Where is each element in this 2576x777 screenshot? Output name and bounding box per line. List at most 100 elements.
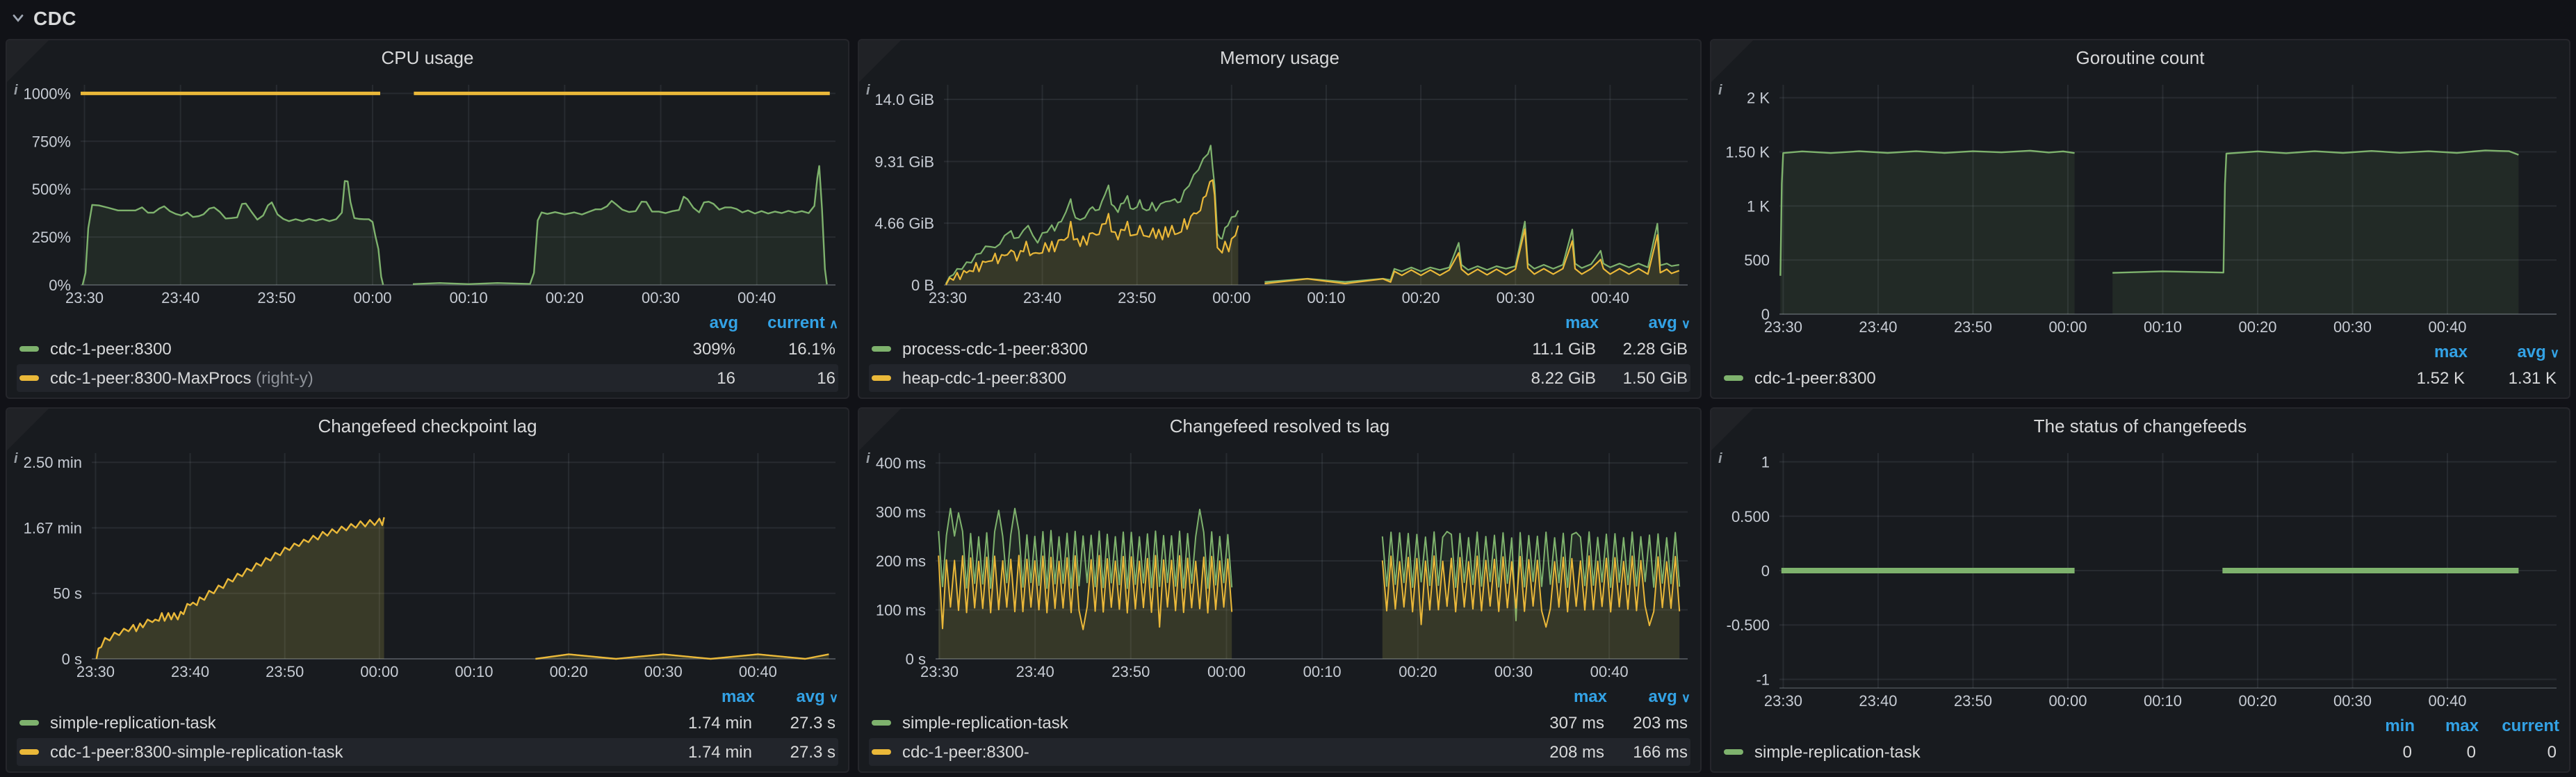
legend-sort-avg[interactable]: avg ∨ bbox=[796, 686, 838, 705]
legend-value: 11.1 GiB bbox=[1532, 339, 1596, 359]
y-axis-tick-label: 50 s bbox=[53, 585, 82, 603]
legend-series-label[interactable]: process-cdc-1-peer:8300 bbox=[902, 339, 1088, 359]
dashboard-row-cdc[interactable]: CDC bbox=[11, 0, 76, 36]
legend-sort-avg[interactable]: avg ∨ bbox=[1648, 312, 1690, 332]
legend-series-label[interactable]: cdc-1-peer:8300 bbox=[50, 339, 172, 359]
series-line-heap-cdc-1-peer:8300 bbox=[1264, 228, 1680, 285]
y-axis-tick-label: 200 ms bbox=[876, 553, 926, 570]
legend-series-label[interactable]: simple-replication-task bbox=[902, 713, 1068, 733]
changefeed-resolved-ts-lag-legend: max avg ∨ simple-replication-task 307 ms 203 … bbox=[866, 682, 1693, 766]
panel-info-icon[interactable]: i bbox=[859, 40, 901, 99]
panel-info-icon[interactable]: i bbox=[859, 409, 901, 467]
y-axis-tick-label: 750% bbox=[32, 133, 71, 150]
legend-sort-max[interactable]: max bbox=[1573, 686, 1607, 705]
legend-row: simple-replication-task 1.74 min 27.3 s bbox=[17, 709, 838, 737]
series-color-swatch-icon[interactable] bbox=[19, 749, 39, 755]
legend-series-label[interactable]: cdc-1-peer:8300 bbox=[1754, 368, 1876, 388]
legend-value: 16.1% bbox=[788, 339, 835, 359]
series-color-swatch-icon[interactable] bbox=[19, 375, 39, 381]
legend-value: 166 ms bbox=[1633, 742, 1688, 762]
legend-value: 16 bbox=[717, 368, 735, 388]
series-color-swatch-icon[interactable] bbox=[872, 749, 891, 755]
legend-sort-current[interactable]: current ∧ bbox=[767, 312, 838, 332]
legend-value: 0 bbox=[2466, 742, 2476, 762]
panel-title[interactable]: Changefeed resolved ts lag bbox=[1169, 416, 1390, 436]
series-color-swatch-icon[interactable] bbox=[872, 375, 891, 381]
series-line-cdc-1-peer:8300- bbox=[1381, 555, 1681, 628]
legend-series-label[interactable]: simple-replication-task bbox=[1754, 742, 1921, 762]
legend-sort-avg[interactable]: avg ∨ bbox=[1648, 686, 1690, 705]
y-axis-tick-label: 1 K bbox=[1747, 197, 1770, 215]
legend-header: max avg ∨ bbox=[1721, 339, 2559, 363]
legend-value: 208 ms bbox=[1549, 742, 1604, 762]
legend-series-label[interactable]: cdc-1-peer:8300-MaxProcs (right-y) bbox=[50, 368, 313, 388]
legend-series-label[interactable]: simple-replication-task bbox=[50, 713, 216, 733]
y-axis-tick-label: 400 ms bbox=[876, 455, 926, 472]
panel-title[interactable]: The status of changefeeds bbox=[2033, 416, 2247, 436]
memory-usage-chart[interactable]: 0 B 4.66 GiB 9.31 GiB 14.0 GiB 23:30 23:40 23:… bbox=[866, 75, 1693, 309]
series-color-swatch-icon[interactable] bbox=[1724, 749, 1743, 755]
legend-series-label[interactable]: cdc-1-peer:8300-simple-replication-task bbox=[50, 742, 343, 762]
x-axis-tick-label: 00:40 bbox=[2428, 318, 2466, 336]
row-title: CDC bbox=[33, 7, 76, 29]
panel-info-icon[interactable]: i bbox=[1711, 409, 1753, 467]
panel-changefeed-resolved-ts-lag: i Changefeed resolved ts lag 0 s 100 ms 20… bbox=[858, 407, 1702, 773]
legend-series-label[interactable]: heap-cdc-1-peer:8300 bbox=[902, 368, 1067, 388]
legend-value: 0 bbox=[2547, 742, 2557, 762]
panel-info-icon[interactable]: i bbox=[1711, 40, 1753, 99]
legend-value: 27.3 s bbox=[790, 713, 835, 733]
x-axis-tick-label: 23:30 bbox=[929, 289, 967, 306]
legend-sort-current[interactable]: current bbox=[2502, 715, 2559, 735]
legend-row: cdc-1-peer:8300-MaxProcs (right-y) 16 16 bbox=[17, 364, 838, 392]
x-axis-tick-label: 23:50 bbox=[1954, 692, 1992, 710]
x-axis-tick-label: 23:50 bbox=[1118, 289, 1156, 306]
legend-sort-max[interactable]: max bbox=[721, 686, 755, 705]
y-axis-tick-label: 1.50 K bbox=[1725, 144, 1770, 161]
changefeed-checkpoint-lag-chart[interactable]: 0 s 50 s 1.67 min 2.50 min 23:30 23:40 23:50 00… bbox=[14, 443, 841, 682]
panel-title[interactable]: Memory usage bbox=[1220, 47, 1339, 68]
legend-sort-max[interactable]: max bbox=[1565, 312, 1599, 332]
legend-value: 203 ms bbox=[1633, 713, 1688, 733]
x-axis-tick-label: 00:10 bbox=[1307, 289, 1345, 306]
status-of-changefeeds-chart[interactable]: -1 -0.500 0 0.500 1 23:30 23:40 23:50 00:00 00:10… bbox=[1718, 443, 2562, 712]
goroutine-count-chart[interactable]: 0 500 1 K 1.50 K 2 K 23:30 23:40 23:50 00:00 00:1… bbox=[1718, 75, 2562, 338]
series-color-swatch-icon[interactable] bbox=[19, 720, 39, 726]
x-axis-tick-label: 23:50 bbox=[1111, 663, 1150, 680]
legend-series-label[interactable]: cdc-1-peer:8300- bbox=[902, 742, 1029, 762]
series-color-swatch-icon[interactable] bbox=[19, 346, 39, 352]
legend-sort-max[interactable]: max bbox=[2445, 715, 2479, 735]
x-axis-tick-label: 00:30 bbox=[1494, 663, 1533, 680]
x-axis-tick-label: 23:30 bbox=[1764, 692, 1802, 710]
panel-info-icon[interactable]: i bbox=[7, 40, 49, 99]
x-axis-tick-label: 00:20 bbox=[1399, 663, 1437, 680]
legend-sort-min[interactable]: min bbox=[2385, 715, 2415, 735]
legend-sort-avg[interactable]: avg ∨ bbox=[2517, 341, 2559, 361]
legend-value: 27.3 s bbox=[790, 742, 835, 762]
x-axis-tick-label: 00:00 bbox=[1207, 663, 1246, 680]
panel-title[interactable]: Goroutine count bbox=[2076, 47, 2205, 68]
changefeed-resolved-ts-lag-chart[interactable]: 0 s 100 ms 200 ms 300 ms 400 ms 23:30 23:40 23:… bbox=[866, 443, 1693, 682]
legend-value: 1.74 min bbox=[687, 742, 752, 762]
sort-caret-icon: ∨ bbox=[1681, 316, 1690, 330]
legend-sort-max[interactable]: max bbox=[2434, 341, 2468, 361]
x-axis-tick-label: 00:10 bbox=[455, 663, 493, 680]
series-color-swatch-icon[interactable] bbox=[872, 346, 891, 352]
series-line-cdc-1-peer:8300 bbox=[412, 165, 828, 285]
legend-sort-avg[interactable]: avg bbox=[709, 312, 738, 332]
panel-title[interactable]: CPU usage bbox=[381, 47, 474, 68]
panel-title[interactable]: Changefeed checkpoint lag bbox=[318, 416, 537, 436]
cpu-usage-legend: avg current ∧ cdc-1-peer:8300 309% 16.1% cdc-1… bbox=[14, 309, 841, 392]
panel-info-icon[interactable]: i bbox=[7, 409, 49, 467]
y-axis-tick-label: 9.31 GiB bbox=[874, 153, 934, 170]
x-axis-tick-label: 00:40 bbox=[1590, 663, 1629, 680]
legend-header: avg current ∧ bbox=[17, 310, 838, 334]
x-axis-tick-label: 23:30 bbox=[65, 289, 104, 306]
series-color-swatch-icon[interactable] bbox=[872, 720, 891, 726]
y-axis-tick-label: 2 K bbox=[1747, 90, 1770, 107]
cpu-usage-chart[interactable]: 0% 250% 500% 750% 1000% 23:30 23:40 23:50 00:00 0… bbox=[14, 75, 841, 309]
series-color-swatch-icon[interactable] bbox=[1724, 375, 1743, 381]
legend-series-suffix: (right-y) bbox=[251, 368, 313, 388]
x-axis-tick-label: 23:30 bbox=[76, 663, 115, 680]
panel-cpu-usage: i CPU usage 0% 250% 500% 750% 1000% 23:30 23:4… bbox=[6, 39, 849, 399]
y-axis-tick-label: 0 bbox=[1761, 562, 1770, 580]
